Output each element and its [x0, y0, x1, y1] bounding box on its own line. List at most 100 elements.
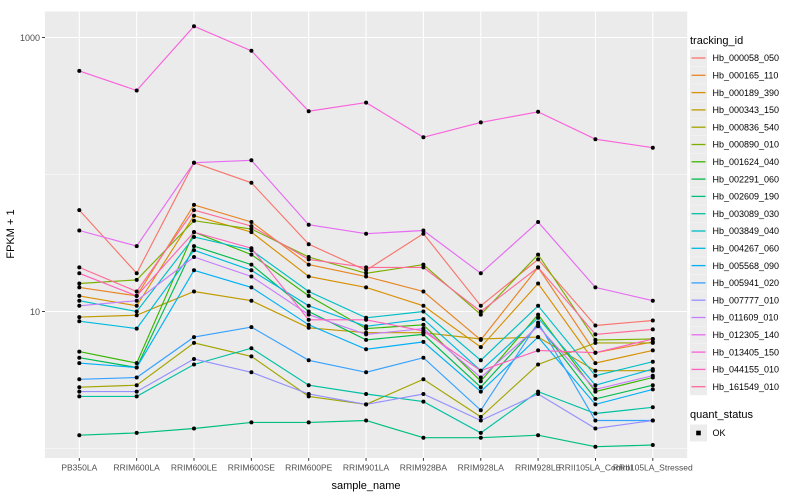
- data-point: [77, 303, 82, 308]
- data-point: [364, 337, 369, 342]
- data-point: [77, 293, 82, 298]
- data-point: [306, 262, 311, 267]
- data-point: [77, 389, 82, 394]
- data-point: [364, 268, 369, 273]
- data-point: [306, 383, 311, 388]
- data-point: [306, 257, 311, 262]
- data-point: [134, 430, 139, 435]
- data-point: [421, 435, 426, 440]
- legend-item-quant-OK: OK: [690, 424, 726, 442]
- legend-item-Hb_005941_020: Hb_005941_020: [690, 274, 780, 292]
- data-point: [249, 158, 254, 163]
- data-point: [134, 361, 139, 366]
- data-point: [478, 385, 483, 390]
- data-point: [306, 274, 311, 279]
- data-point: [134, 389, 139, 394]
- legend-item-Hb_001624_040: Hb_001624_040: [690, 153, 779, 171]
- data-point: [134, 277, 139, 282]
- legend-item-Hb_005568_090: Hb_005568_090: [690, 257, 779, 275]
- legend-item-Hb_004267_060: Hb_004267_060: [690, 239, 779, 257]
- legend-item-Hb_007777_010: Hb_007777_010: [690, 291, 779, 309]
- data-point: [77, 298, 82, 303]
- data-point: [593, 373, 598, 378]
- data-point: [421, 317, 426, 322]
- data-point: [134, 326, 139, 331]
- data-point: [134, 394, 139, 399]
- data-point: [192, 362, 196, 367]
- data-point: [478, 375, 483, 380]
- data-point: [192, 244, 196, 249]
- legend-items: Hb_000058_050 Hb_000165_110 Hb_000189_390 H…: [690, 49, 780, 396]
- x-axis-title: sample_name: [331, 480, 400, 492]
- data-point: [77, 377, 82, 382]
- data-point: [536, 324, 541, 329]
- data-point: [77, 433, 82, 438]
- data-point: [134, 303, 139, 308]
- legend-item-label: Hb_044155_010: [713, 365, 780, 375]
- data-point: [536, 265, 541, 270]
- data-point: [478, 430, 483, 435]
- legend-item-label: Hb_000343_150: [713, 105, 780, 115]
- data-point: [478, 418, 483, 423]
- data-point: [478, 309, 483, 314]
- data-point: [364, 332, 369, 337]
- data-point: [192, 268, 196, 273]
- data-point: [478, 345, 483, 350]
- data-point: [249, 230, 254, 235]
- x-tick-label: RRIM901LA: [343, 463, 390, 473]
- data-point: [192, 202, 196, 207]
- data-point: [249, 48, 254, 53]
- legend-item-label: Hb_002609_190: [713, 192, 780, 202]
- legend-item-label: Hb_011609_010: [713, 313, 779, 323]
- y-tick-label-1000: 1000: [20, 33, 40, 43]
- data-point: [249, 298, 254, 303]
- data-point: [536, 433, 541, 438]
- data-point: [421, 289, 426, 294]
- data-point: [77, 315, 82, 320]
- legend-quant-label: OK: [713, 428, 726, 438]
- data-point: [364, 392, 369, 396]
- data-point: [536, 220, 541, 224]
- x-tick-label: RRII105LA_Control: [559, 463, 633, 473]
- data-point: [478, 435, 483, 440]
- data-point: [364, 347, 369, 352]
- data-point: [593, 402, 598, 407]
- data-point: [421, 329, 426, 333]
- legend-item-Hb_003089_030: Hb_003089_030: [690, 205, 779, 223]
- x-tick-label: RRIM928LE: [515, 463, 562, 473]
- data-point: [650, 298, 655, 303]
- legend-item-Hb_013405_150: Hb_013405_150: [690, 343, 780, 361]
- data-point: [134, 383, 139, 388]
- data-point: [478, 368, 483, 373]
- data-point: [77, 281, 82, 286]
- data-point: [249, 180, 254, 185]
- data-point: [650, 340, 655, 345]
- data-point: [306, 358, 311, 363]
- legend-item-Hb_002291_060: Hb_002291_060: [690, 170, 779, 188]
- data-point: [536, 335, 541, 340]
- legend-item-Hb_000058_050: Hb_000058_050: [690, 49, 779, 67]
- data-point: [593, 137, 598, 142]
- y-axis-title: FPKM + 1: [5, 209, 17, 258]
- data-point: [77, 349, 82, 354]
- black-square-marker: [696, 430, 701, 436]
- data-point: [134, 309, 139, 314]
- legend-item-label: Hb_005941_020: [713, 278, 780, 288]
- legend-item-label: Hb_013405_150: [713, 347, 780, 357]
- data-point: [650, 145, 655, 150]
- data-point: [478, 120, 483, 125]
- data-point: [421, 322, 426, 327]
- data-point: [192, 213, 196, 218]
- data-point: [249, 224, 254, 229]
- x-tick-label: RRII105LA_Stressed: [613, 463, 693, 473]
- legend-item-label: Hb_000836_540: [713, 122, 780, 132]
- data-point: [77, 228, 82, 233]
- data-point: [421, 332, 426, 337]
- data-point: [364, 370, 369, 375]
- data-point: [650, 367, 655, 372]
- legend-item-Hb_000836_540: Hb_000836_540: [690, 118, 780, 136]
- data-point: [306, 293, 311, 298]
- data-point: [249, 354, 254, 359]
- data-point: [77, 271, 82, 276]
- data-point: [421, 355, 426, 360]
